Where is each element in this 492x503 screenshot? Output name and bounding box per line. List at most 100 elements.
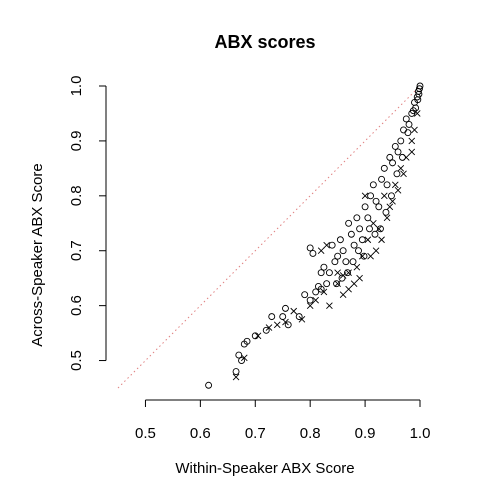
circle-point [268,313,276,321]
cross-point [353,263,361,271]
circle-point [409,107,417,115]
circle-point [372,197,380,205]
circle-point [353,214,361,222]
cross-point [372,247,380,255]
circle-point [398,153,406,161]
x-axis-label: Within-Speaker ABX Score [175,460,354,477]
circle-point [380,164,388,172]
circle-point [317,285,325,293]
cross-point [312,296,319,304]
cross-point [389,197,396,205]
circle-point [367,192,375,200]
cross-point [345,285,352,293]
circle-point [371,230,379,238]
circle-point [338,274,346,282]
cross-point [306,302,314,309]
circle-point [382,208,390,216]
circle-point [232,368,240,375]
circle-point [350,241,358,249]
cross-point [290,307,298,315]
circle-point [375,203,383,211]
circle-point [279,313,287,321]
cross-point [350,280,358,287]
reference-diagonal-line [117,85,421,389]
circle-point [397,137,405,145]
circle-point [355,247,362,255]
x-axis: 0.5 0.6 0.7 0.8 0.9 1.0 [135,399,431,442]
circle-point [402,115,410,123]
cross-point [240,354,248,362]
circle-point [345,219,353,227]
chart-title: ABX scores [214,32,315,52]
x-tick-label: 0.8 [300,425,321,442]
cross-point [364,236,372,244]
cross-point [326,302,333,309]
circle-point [295,313,303,321]
y-axis: 0.5 0.6 0.7 0.8 0.9 1.0 [68,76,107,371]
cross-point [339,272,347,279]
cross-point [282,318,289,326]
cross-point [380,192,388,200]
circle-point [416,82,424,90]
cross-point [345,269,352,277]
circle-point [391,142,399,150]
circle-point [386,153,394,161]
cross-point [400,170,407,178]
circle-point [361,203,369,211]
circle-point [414,96,422,104]
circle-point [284,321,292,329]
cross-point [375,225,383,233]
cross-point [334,280,341,287]
circle-point [339,247,347,255]
circle-point [378,175,386,183]
cross-point [411,126,418,134]
cross-point [397,165,405,172]
circle-point [342,258,350,266]
y-tick-label: 0.5 [68,350,85,371]
y-tick-label: 0.6 [68,295,85,316]
x-tick-label: 0.9 [355,425,376,442]
circle-point [356,225,364,233]
circle-point [306,244,314,252]
circle-point [317,269,325,277]
cross-point [391,181,399,189]
circle-point [344,269,351,277]
circle-point [205,381,213,389]
x-tick-label: 0.7 [245,425,266,442]
reference-line-group [117,85,421,389]
cross-point [408,148,416,156]
circle-point [358,236,366,244]
cross-point [254,332,262,340]
circle-point [235,351,243,359]
circle-point [323,280,331,288]
y-tick-label: 1.0 [68,76,85,97]
x-tick-label: 1.0 [410,425,431,442]
circle-point [336,236,344,244]
cross-point [402,154,410,161]
cross-point [356,274,363,282]
circle-point [306,296,314,304]
cross-point [383,214,391,222]
circle-point [251,332,259,340]
y-tick-label: 0.9 [68,130,85,151]
circle-point [349,258,357,266]
circle-point [325,269,333,277]
cross-point [386,203,394,211]
circle-point [347,230,355,238]
cross-point [361,192,369,200]
x-tick-label: 0.6 [190,425,211,442]
cross-point [370,219,377,227]
circle-point [366,225,373,233]
circle-point [394,148,402,156]
circle-point [331,258,339,266]
x-tick-label: 0.5 [135,425,156,442]
cross-point [339,291,347,298]
y-tick-label: 0.8 [68,185,85,206]
cross-point [232,373,240,381]
circle-point [416,85,423,93]
circle-point [369,181,377,189]
circle-point [312,288,320,296]
cross-point [413,110,421,117]
